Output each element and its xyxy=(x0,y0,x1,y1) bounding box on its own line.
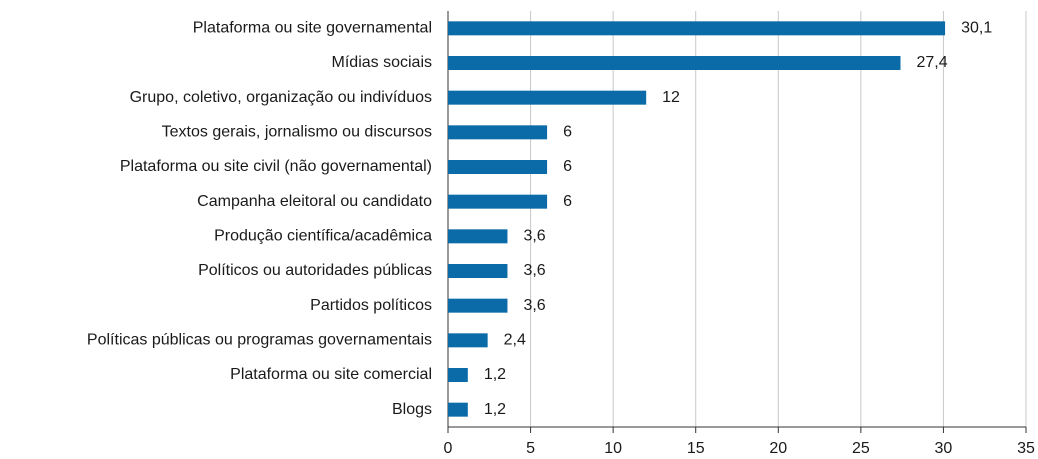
bar xyxy=(448,402,468,417)
y-tick-label: Partidos políticos xyxy=(310,297,432,314)
data-label: 2,4 xyxy=(504,332,526,349)
data-label: 12 xyxy=(662,89,680,106)
data-label: 6 xyxy=(563,193,572,210)
y-tick-label: Produção científica/acadêmica xyxy=(214,228,432,245)
data-label: 30,1 xyxy=(961,20,992,37)
x-tick-label: 0 xyxy=(444,440,453,457)
x-tick-label: 20 xyxy=(769,440,787,457)
data-label: 3,6 xyxy=(523,297,545,314)
bar xyxy=(448,264,508,278)
x-tick-label: 25 xyxy=(852,440,870,457)
x-tick-label: 35 xyxy=(1017,440,1035,457)
bar xyxy=(448,56,901,70)
y-tick-label: Políticas públicas ou programas governam… xyxy=(87,332,432,349)
y-tick-label: Plataforma ou site governamental xyxy=(193,20,432,37)
bar xyxy=(448,160,548,174)
y-tick-label: Campanha eleitoral ou candidato xyxy=(197,193,432,210)
x-tick-label: 30 xyxy=(935,440,953,457)
x-tick-label: 5 xyxy=(526,440,535,457)
data-label: 6 xyxy=(563,158,572,175)
bar xyxy=(448,333,488,348)
x-tick-label: 15 xyxy=(687,440,705,457)
y-tick-label: Políticos ou autoridades públicas xyxy=(198,262,432,279)
y-tick-label: Plataforma ou site comercial xyxy=(230,366,432,383)
bar xyxy=(448,125,548,140)
data-label: 3,6 xyxy=(523,228,545,245)
bar xyxy=(448,298,508,313)
x-tick-label: 10 xyxy=(604,440,622,457)
y-tick-label: Blogs xyxy=(392,401,432,418)
y-tick-label: Plataforma ou site civil (não governamen… xyxy=(120,158,432,175)
data-label: 6 xyxy=(563,124,572,141)
y-tick-label: Grupo, coletivo, organização ou indivídu… xyxy=(130,89,432,106)
data-label: 3,6 xyxy=(523,262,545,279)
bar xyxy=(448,194,548,209)
bar xyxy=(448,368,468,382)
data-label: 1,2 xyxy=(484,366,506,383)
bar xyxy=(448,21,946,36)
y-tick-label: Mídias sociais xyxy=(332,54,432,71)
bar xyxy=(448,229,508,244)
y-tick-label: Textos gerais, jornalismo ou discursos xyxy=(162,124,432,141)
data-label: 27,4 xyxy=(916,54,947,71)
bar xyxy=(448,90,647,105)
data-label: 1,2 xyxy=(484,401,506,418)
